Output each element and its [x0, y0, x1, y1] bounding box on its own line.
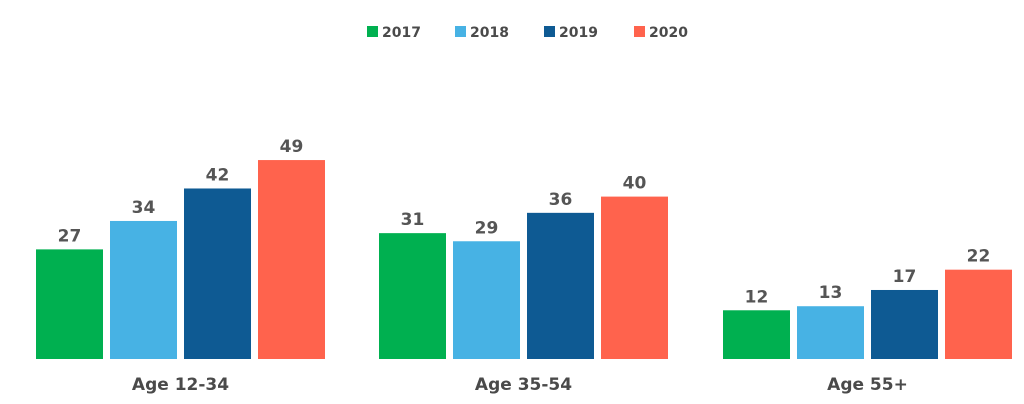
bar-2019-age-55- [871, 289, 938, 359]
bar-2019-age-35-54 [527, 212, 594, 359]
legend-swatch [634, 26, 645, 37]
category-label: Age 35-54 [475, 375, 572, 395]
legend-label: 2019 [559, 25, 598, 41]
bar-2019-age-12-34 [184, 188, 251, 359]
data-label: 22 [967, 247, 991, 267]
legend-swatch [455, 26, 466, 37]
data-label: 36 [549, 190, 573, 210]
category-label: Age 55+ [827, 375, 908, 395]
bar-2020-age-55- [945, 269, 1012, 359]
bar-2017-age-55- [723, 310, 790, 359]
data-label: 17 [893, 267, 917, 287]
plot-area: 27 34 42 49 31 29 36 40 12 13 17 22 [36, 137, 1012, 359]
bar-2018-age-35-54 [453, 241, 520, 359]
bar-2018-age-55- [797, 306, 864, 359]
bar-2017-age-12-34 [36, 249, 103, 359]
legend-swatch [367, 26, 378, 37]
data-label: 40 [623, 174, 647, 194]
data-label: 27 [58, 226, 82, 246]
data-label: 42 [206, 165, 230, 185]
legend-swatch [544, 26, 555, 37]
bar-2020-age-12-34 [258, 160, 325, 359]
data-label: 13 [819, 283, 843, 303]
x-axis-labels: Age 12-34 Age 35-54 Age 55+ [132, 375, 908, 395]
legend: 2017 2018 2019 2020 [367, 25, 688, 41]
legend-label: 2020 [649, 25, 688, 41]
bar-2018-age-12-34 [110, 220, 177, 359]
data-label: 34 [132, 198, 156, 218]
data-label: 29 [475, 218, 499, 238]
legend-label: 2017 [382, 25, 421, 41]
data-label: 49 [280, 137, 304, 157]
data-label: 31 [401, 210, 425, 230]
legend-label: 2018 [470, 25, 509, 41]
data-label: 12 [745, 287, 769, 307]
bar-2020-age-35-54 [601, 196, 668, 359]
category-label: Age 12-34 [132, 375, 229, 395]
bar-2017-age-35-54 [379, 233, 446, 359]
